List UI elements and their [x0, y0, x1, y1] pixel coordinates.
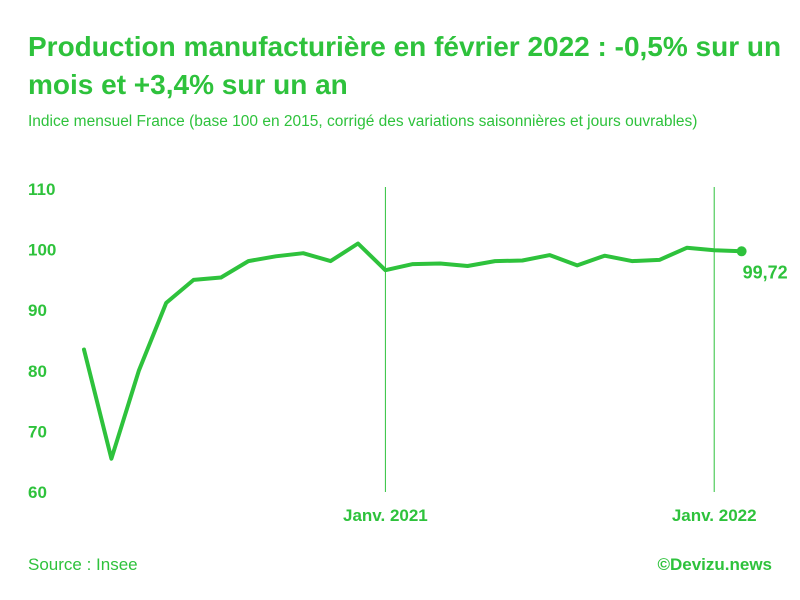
last-value-label: 99,72 — [743, 262, 788, 282]
y-tick-label: 100 — [28, 241, 56, 260]
x-tick-label: Janv. 2022 — [672, 506, 757, 525]
credit-link[interactable]: ©Devizu.news — [657, 555, 772, 574]
y-tick-label: 90 — [28, 301, 47, 320]
chart-title: Production manufacturière en février 202… — [28, 31, 782, 100]
chart-subtitle: Indice mensuel France (base 100 en 2015,… — [28, 113, 698, 130]
y-tick-label: 110 — [28, 180, 55, 199]
y-tick-label: 60 — [28, 483, 47, 502]
reference-lines — [384, 187, 715, 492]
source-note: Source : Insee — [28, 555, 138, 574]
last-point-marker — [736, 246, 747, 257]
series-group — [82, 241, 744, 461]
x-axis: Janv. 2021 Janv. 2022 — [343, 506, 757, 525]
y-tick-label: 80 — [28, 362, 47, 381]
y-tick-label: 70 — [28, 422, 47, 441]
x-tick-label: Janv. 2021 — [343, 506, 428, 525]
y-axis: 60 70 80 90 100 110 — [28, 180, 56, 502]
series-line — [82, 241, 744, 461]
data-marks: 99,72 — [736, 246, 788, 282]
